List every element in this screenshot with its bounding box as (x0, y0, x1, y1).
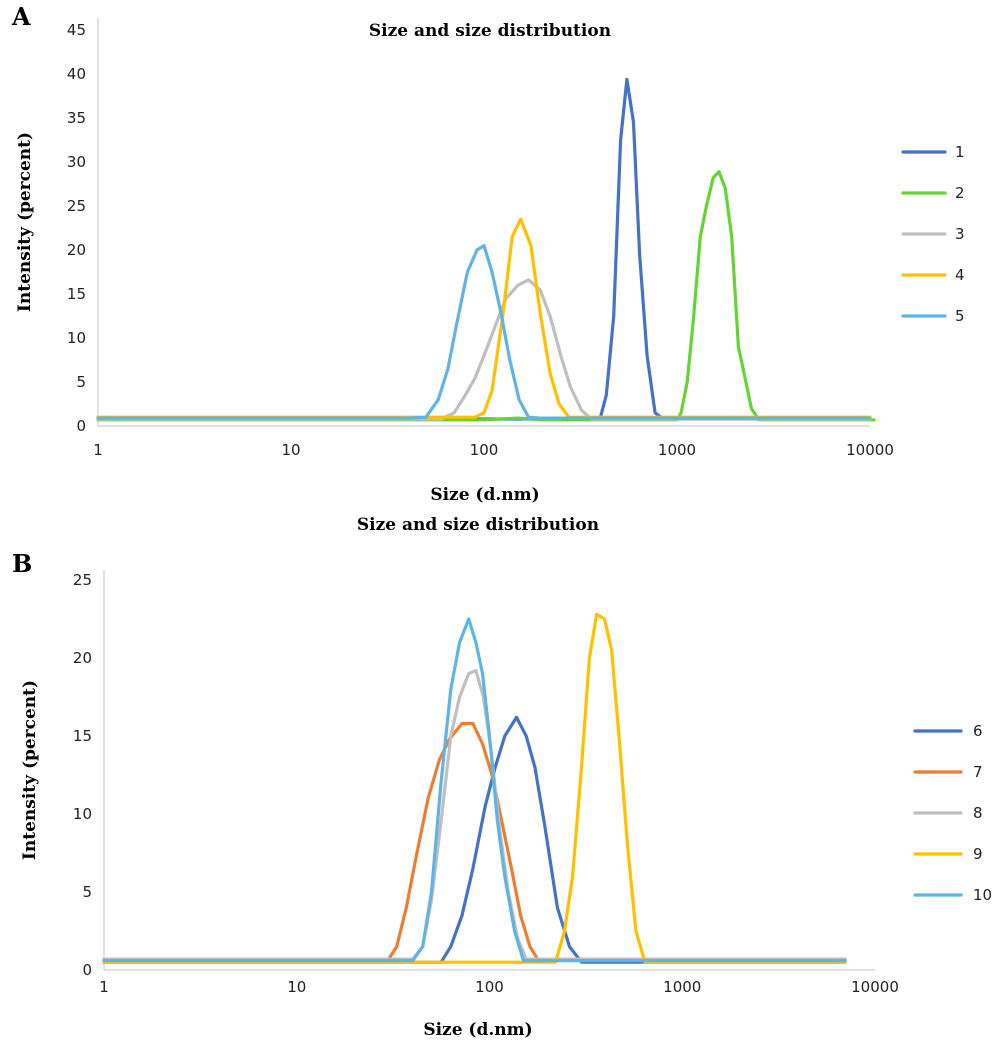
panel-b-series-10-line (102, 617, 847, 963)
panel-a-series-5-line (96, 244, 872, 420)
panel-b-y-tick-labels: 0 5 10 15 20 25 (73, 571, 92, 979)
panel-a-legend-label-2: 2 (955, 184, 965, 202)
panel-b-series-7-line (102, 721, 847, 964)
panel-b-y-tick-label: 15 (73, 727, 92, 745)
panel-b-y-tick-label: 25 (73, 571, 92, 589)
panel-b-series-9-line (102, 612, 847, 964)
panel-b-title: Size and size distribution (357, 515, 599, 535)
panel-a-series-4-line (96, 217, 872, 419)
panel-a-legend-label-4: 4 (955, 266, 965, 284)
panel-a-y-tick-label: 45 (67, 21, 86, 39)
panel-b-legend-label-7: 7 (973, 763, 983, 781)
panel-b-x-tick-label: 10000 (851, 978, 899, 996)
panel-b-series (102, 612, 847, 964)
panel-a-y-tick-label: 0 (76, 417, 86, 435)
panel-b-y-axis-title: Intensity (percent) (20, 680, 40, 860)
panel-a-series-2-line (96, 170, 876, 422)
panel-b-legend-label-8: 8 (973, 804, 983, 822)
panel-b-y-tick-label: 5 (82, 883, 92, 901)
panel-a-x-tick-label: 1000 (658, 441, 696, 459)
panel-b-y-tick-label: 0 (82, 961, 92, 979)
panel-a-legend: 1 2 3 4 5 (901, 143, 965, 325)
panel-a-series-3-line (96, 278, 872, 421)
panel-a-x-axis-title: Size (d.nm) (430, 485, 539, 505)
panel-a-x-tick-label: 1 (93, 441, 103, 459)
panel-a-y-tick-labels: 0 5 10 15 20 25 30 35 40 45 (67, 21, 86, 435)
panel-b-series-8-line (102, 668, 847, 961)
panel-a-letter: A (11, 2, 31, 31)
panel-a-y-tick-label: 30 (67, 153, 86, 171)
panel-b-legend-label-10: 10 (973, 886, 992, 904)
panel-a-legend-label-1: 1 (955, 143, 965, 161)
panel-a-x-tick-label: 100 (470, 441, 499, 459)
panel-a-x-tick-label: 10 (281, 441, 300, 459)
panel-b-y-tick-label: 10 (73, 805, 92, 823)
panel-a-y-tick-label: 15 (67, 285, 86, 303)
panel-b-y-tick-label: 20 (73, 649, 92, 667)
panel-b-legend-label-9: 9 (973, 845, 983, 863)
panel-a-legend-label-3: 3 (955, 225, 965, 243)
panel-b-x-tick-label: 1000 (663, 978, 701, 996)
panel-a: A Size and size distribution Intensity (… (11, 2, 965, 505)
panel-a-legend-label-5: 5 (955, 307, 965, 325)
panel-a-y-tick-label: 35 (67, 109, 86, 127)
panel-b-x-tick-label: 100 (475, 978, 504, 996)
panel-a-y-tick-label: 10 (67, 329, 86, 347)
panel-b-series-6-line (102, 715, 847, 964)
panel-a-y-tick-label: 20 (67, 241, 86, 259)
panel-a-y-tick-label: 5 (76, 373, 86, 391)
panel-b-x-tick-label: 10 (287, 978, 306, 996)
panel-a-y-tick-label: 25 (67, 197, 86, 215)
panel-b: B Size and size distribution Intensity (… (12, 515, 992, 1040)
panel-b-legend-label-6: 6 (973, 722, 983, 740)
panel-a-y-tick-label: 40 (67, 65, 86, 83)
panel-a-x-tick-labels: 1 10 100 1000 10000 (93, 441, 894, 459)
panel-b-x-tick-label: 1 (99, 978, 109, 996)
panel-a-series (96, 77, 876, 422)
panel-b-legend: 6 7 8 9 10 (913, 722, 992, 904)
panel-b-x-axis-title: Size (d.nm) (423, 1020, 532, 1040)
panel-a-x-tick-label: 10000 (846, 441, 894, 459)
panel-b-letter: B (12, 549, 32, 578)
panel-b-x-tick-labels: 1 10 100 1000 10000 (99, 978, 899, 996)
panel-a-title: Size and size distribution (369, 21, 611, 41)
panel-a-y-axis-title: Intensity (percent) (15, 132, 35, 312)
